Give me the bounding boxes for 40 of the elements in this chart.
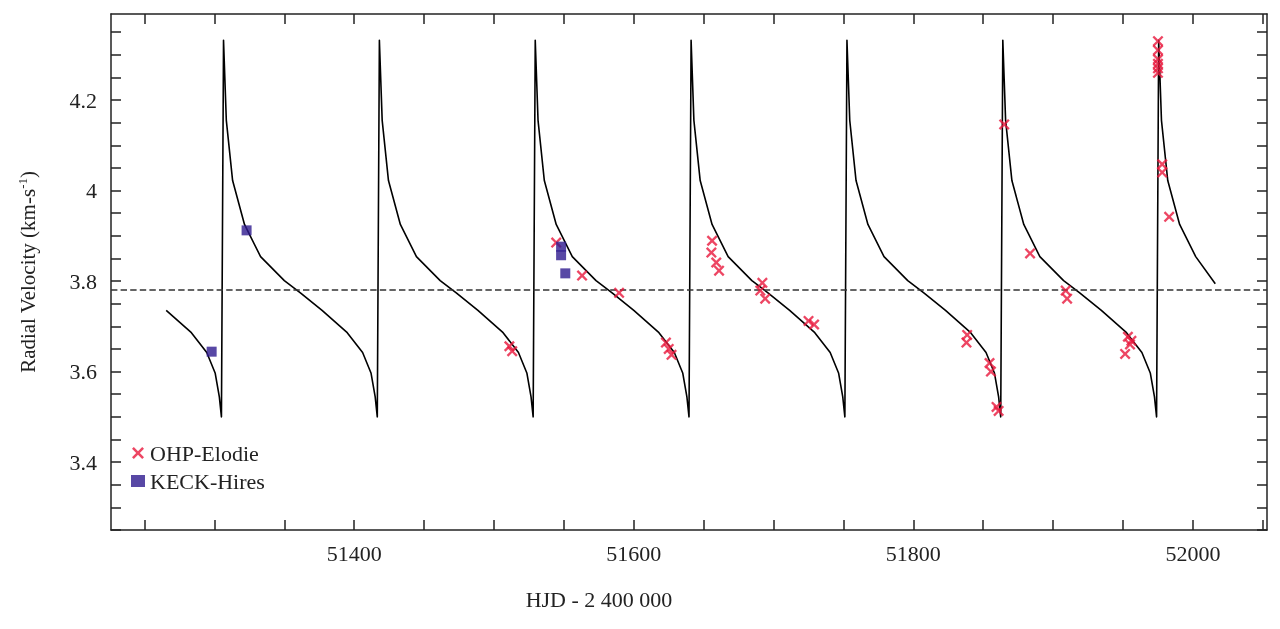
point (756, 277, 768, 289)
point (206, 346, 217, 357)
y-axis-title: Radial Velocity (km-s-1) (15, 170, 40, 373)
point (660, 337, 672, 349)
point (1119, 348, 1131, 360)
point (759, 293, 771, 305)
point (985, 366, 997, 378)
point (506, 345, 518, 357)
point (1024, 247, 1036, 259)
point (993, 405, 1005, 417)
point (1163, 211, 1175, 223)
y-tick-label: 3.4 (69, 449, 97, 475)
point (560, 268, 571, 279)
x-axis-title: HJD - 2 400 000 (525, 586, 673, 612)
point (613, 287, 625, 299)
point (710, 256, 722, 268)
point (984, 357, 996, 369)
point (998, 118, 1010, 130)
point (961, 329, 973, 341)
point (666, 349, 678, 361)
point (241, 225, 252, 236)
y-tick-label: 3.8 (69, 268, 97, 294)
y-tick-label: 3.6 (69, 359, 97, 385)
point (808, 319, 820, 331)
point (1156, 166, 1168, 178)
legend-label: OHP-Elodie (150, 440, 259, 466)
x-tick-label: 51800 (885, 540, 941, 566)
point (576, 270, 588, 282)
legend-label: KECK-Hires (150, 468, 265, 494)
point (556, 250, 567, 261)
point (713, 265, 725, 277)
x-tick-label: 51600 (606, 540, 662, 566)
x-tick-label: 51400 (326, 540, 382, 566)
y-tick-label: 4 (86, 178, 97, 204)
x-tick-label: 52000 (1165, 540, 1221, 566)
y-tick-label: 4.2 (69, 87, 97, 113)
point (1152, 67, 1164, 79)
point (1061, 293, 1073, 305)
point (706, 235, 718, 247)
point (705, 247, 717, 259)
